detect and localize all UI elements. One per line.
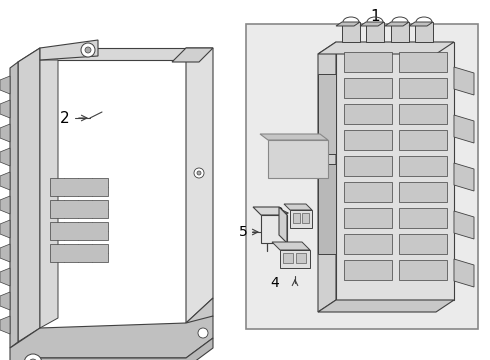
Polygon shape: [415, 22, 433, 42]
Bar: [344, 234, 392, 254]
Text: 1: 1: [370, 9, 380, 23]
Polygon shape: [40, 60, 58, 328]
Bar: [293, 213, 300, 223]
Polygon shape: [342, 22, 360, 42]
Polygon shape: [290, 210, 312, 228]
Circle shape: [85, 47, 91, 53]
Polygon shape: [391, 22, 409, 42]
Polygon shape: [50, 178, 108, 196]
Text: 4: 4: [270, 276, 279, 290]
Polygon shape: [253, 207, 287, 215]
Bar: [302, 213, 309, 223]
Bar: [283, 253, 293, 263]
Polygon shape: [454, 67, 474, 95]
Bar: [344, 130, 392, 150]
Polygon shape: [0, 196, 10, 214]
Polygon shape: [409, 22, 433, 26]
Circle shape: [194, 168, 204, 178]
Polygon shape: [0, 172, 10, 190]
Polygon shape: [0, 316, 10, 334]
Polygon shape: [284, 204, 312, 210]
Bar: [399, 78, 447, 98]
Polygon shape: [40, 48, 186, 60]
Bar: [344, 52, 392, 72]
Polygon shape: [261, 215, 287, 243]
Text: 5: 5: [239, 225, 247, 239]
Bar: [344, 260, 392, 280]
Polygon shape: [0, 124, 10, 142]
Text: 2: 2: [60, 111, 70, 126]
Polygon shape: [336, 42, 454, 300]
Bar: [344, 104, 392, 124]
Polygon shape: [279, 207, 287, 243]
Polygon shape: [318, 42, 336, 312]
Polygon shape: [336, 22, 360, 26]
Bar: [399, 104, 447, 124]
Polygon shape: [360, 22, 384, 26]
Polygon shape: [318, 164, 336, 254]
Polygon shape: [0, 244, 10, 262]
Text: 3: 3: [274, 206, 283, 220]
Polygon shape: [172, 48, 213, 62]
Bar: [399, 208, 447, 228]
Polygon shape: [0, 268, 10, 286]
Polygon shape: [454, 163, 474, 191]
Polygon shape: [260, 134, 328, 140]
Polygon shape: [10, 338, 213, 360]
Polygon shape: [10, 62, 18, 348]
Polygon shape: [18, 48, 40, 342]
Polygon shape: [0, 148, 10, 166]
Polygon shape: [0, 100, 10, 118]
Polygon shape: [272, 242, 310, 250]
Bar: [246, 24, 478, 329]
Polygon shape: [454, 211, 474, 239]
Polygon shape: [10, 316, 213, 360]
Circle shape: [29, 359, 37, 360]
Polygon shape: [268, 140, 328, 178]
Polygon shape: [186, 48, 213, 323]
Polygon shape: [318, 300, 454, 312]
Polygon shape: [366, 22, 384, 42]
Bar: [399, 156, 447, 176]
Polygon shape: [0, 292, 10, 310]
Circle shape: [198, 328, 208, 338]
Polygon shape: [18, 48, 40, 74]
Bar: [344, 182, 392, 202]
Bar: [344, 78, 392, 98]
Polygon shape: [50, 244, 108, 262]
Circle shape: [81, 43, 95, 57]
Bar: [344, 208, 392, 228]
Polygon shape: [50, 222, 108, 240]
Bar: [344, 156, 392, 176]
Polygon shape: [318, 42, 454, 54]
Polygon shape: [280, 250, 310, 268]
Polygon shape: [318, 74, 336, 154]
Polygon shape: [40, 40, 98, 60]
Polygon shape: [454, 115, 474, 143]
Polygon shape: [186, 298, 213, 341]
Bar: [399, 52, 447, 72]
Polygon shape: [50, 200, 108, 218]
Bar: [399, 130, 447, 150]
Circle shape: [197, 171, 201, 175]
Polygon shape: [454, 259, 474, 287]
Polygon shape: [385, 22, 409, 26]
Circle shape: [24, 354, 42, 360]
Bar: [399, 182, 447, 202]
Bar: [399, 234, 447, 254]
Polygon shape: [0, 76, 10, 94]
Bar: [296, 253, 306, 263]
Polygon shape: [0, 220, 10, 238]
Bar: [399, 260, 447, 280]
